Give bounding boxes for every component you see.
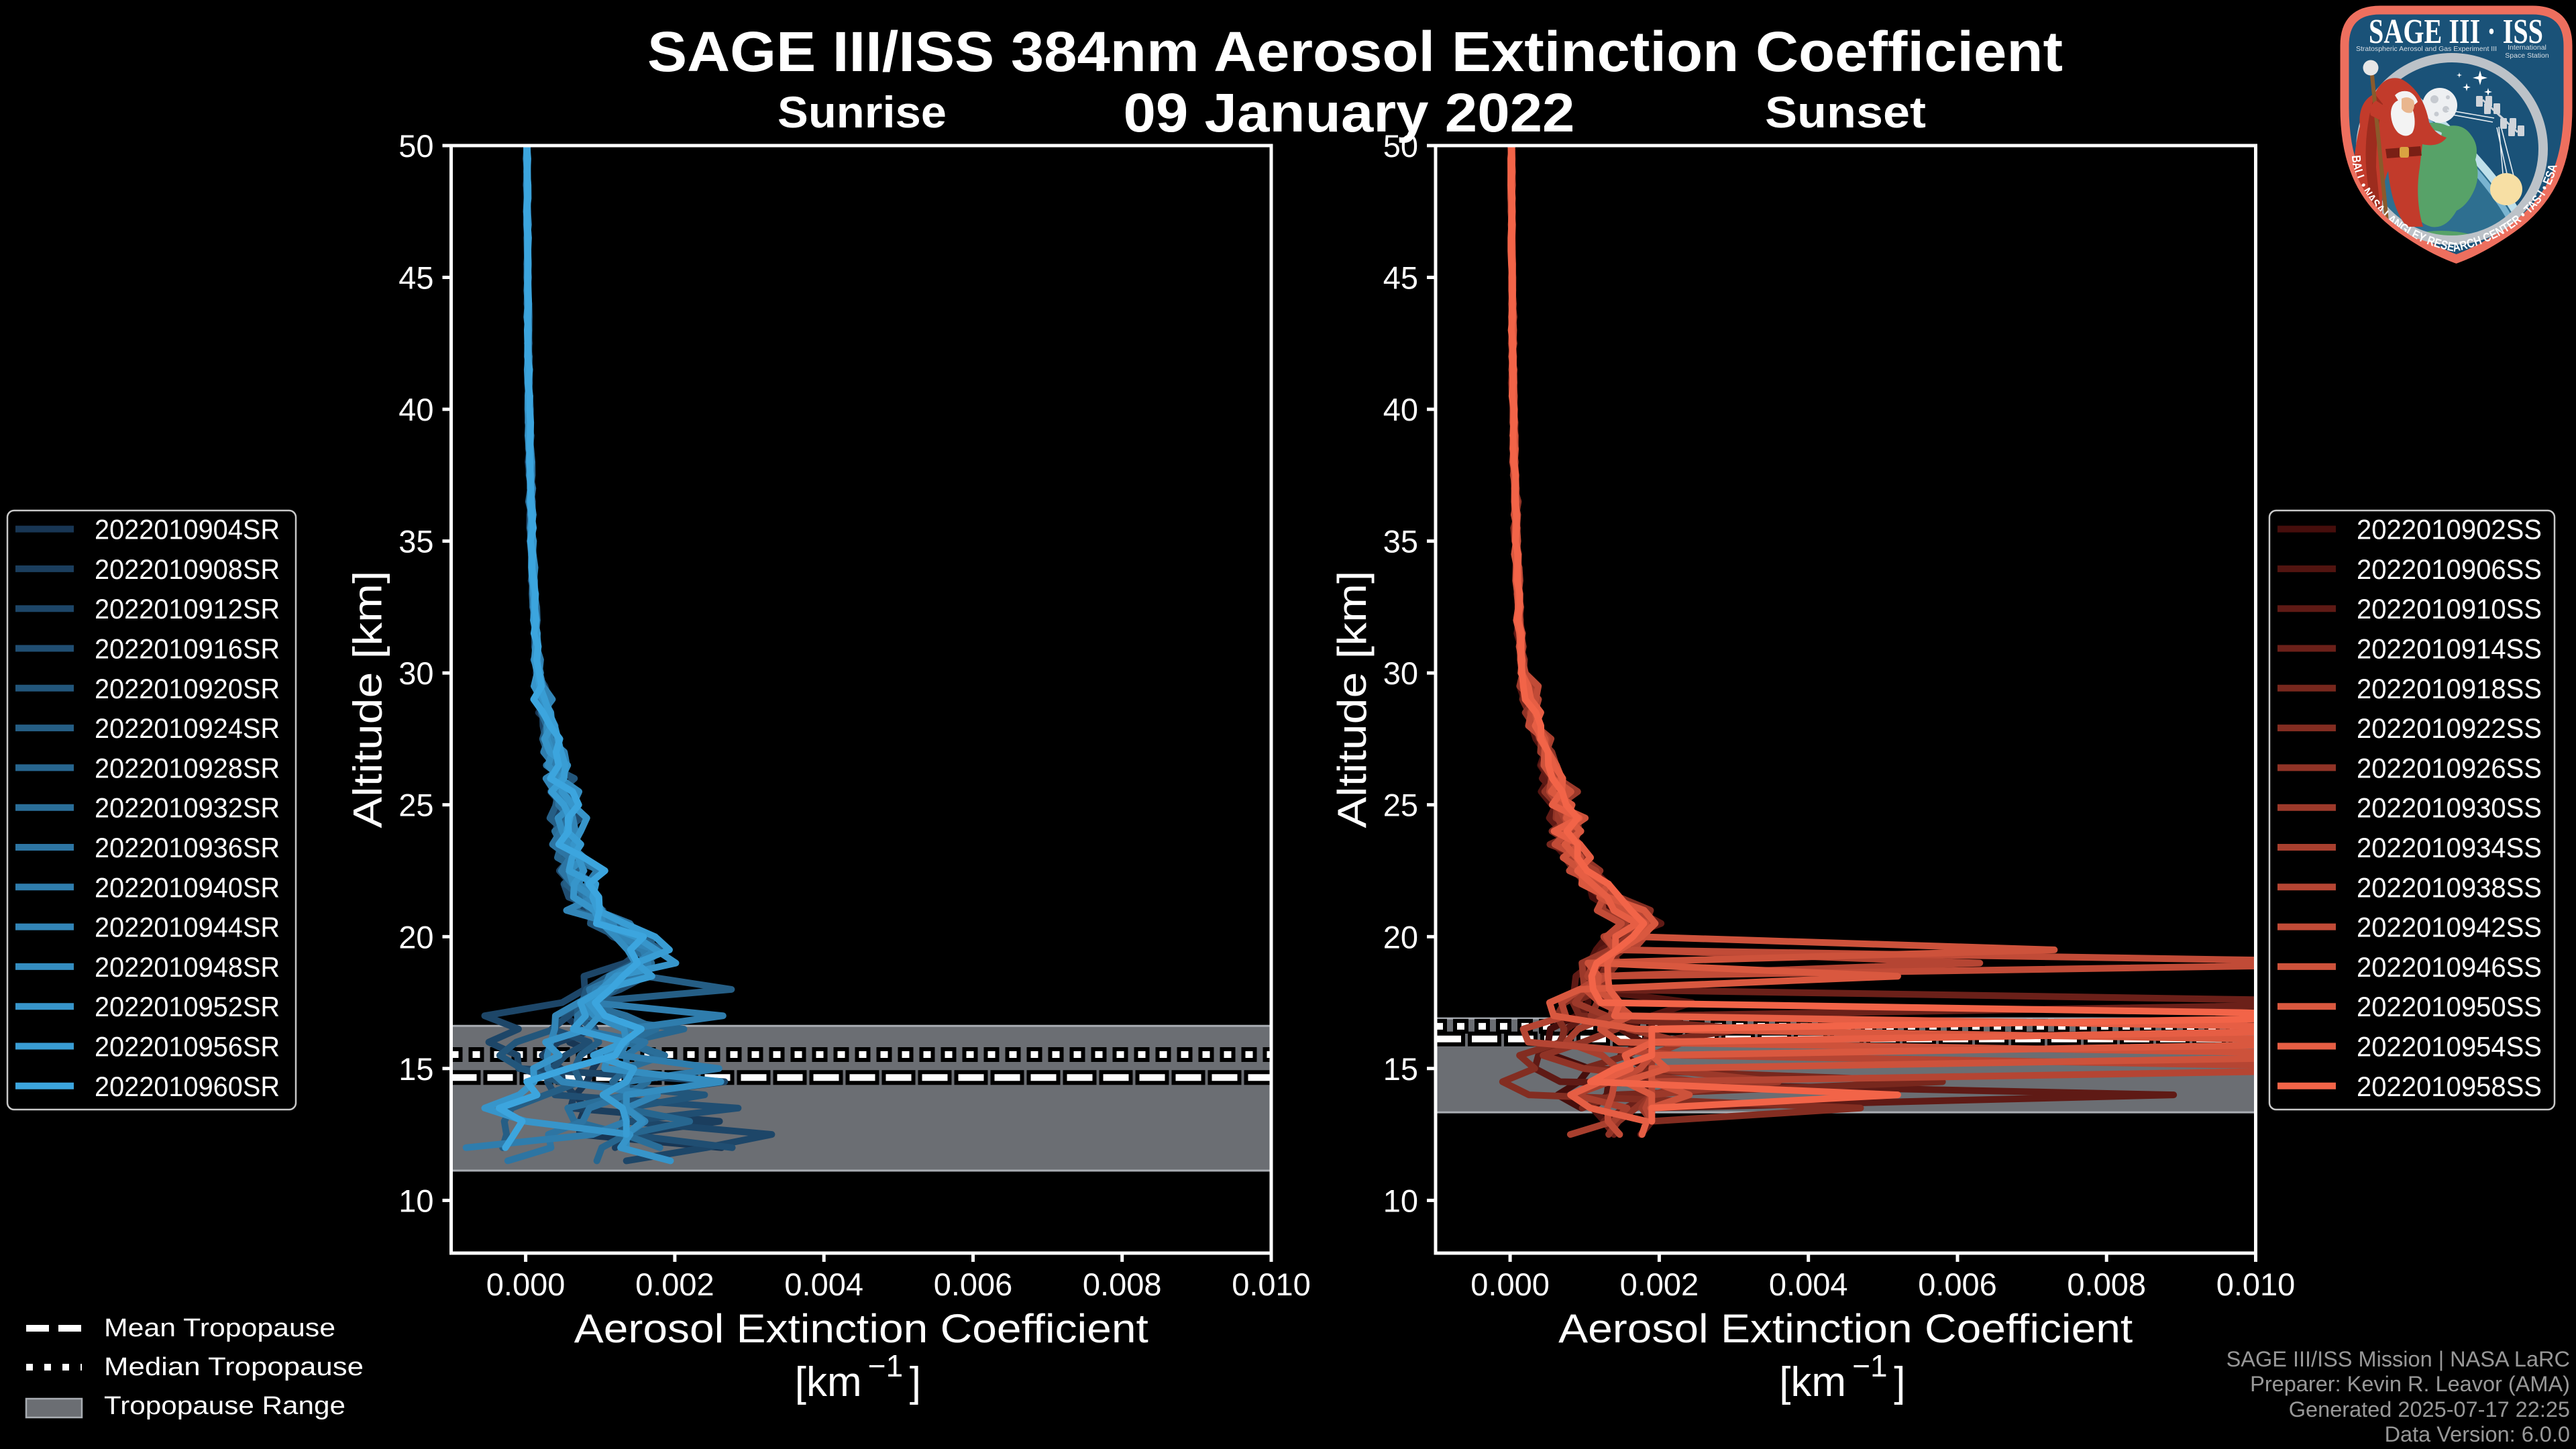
svg-text:2022010914SS: 2022010914SS: [2357, 633, 2542, 665]
svg-text:20: 20: [398, 919, 433, 955]
svg-text:0.000: 0.000: [486, 1267, 566, 1302]
svg-text:0.008: 0.008: [2067, 1267, 2146, 1302]
svg-text:2022010932SR: 2022010932SR: [95, 792, 280, 824]
svg-text:25: 25: [1383, 788, 1418, 823]
svg-text:30: 30: [1383, 655, 1418, 691]
svg-text:2022010920SR: 2022010920SR: [95, 673, 280, 704]
svg-text:Sunrise: Sunrise: [777, 87, 947, 137]
svg-text:Aerosol Extinction Coefficient: Aerosol Extinction Coefficient: [1558, 1306, 2133, 1351]
svg-text:2022010928SR: 2022010928SR: [95, 752, 280, 784]
svg-text:40: 40: [398, 392, 433, 427]
svg-text:10: 10: [398, 1183, 433, 1218]
svg-text:SAGE III/ISS Mission | NASA La: SAGE III/ISS Mission | NASA LaRC: [2226, 1347, 2570, 1371]
svg-text:2022010938SS: 2022010938SS: [2357, 871, 2542, 903]
svg-text:Tropopause Range: Tropopause Range: [104, 1392, 345, 1420]
svg-text:Sunset: Sunset: [1765, 87, 1926, 137]
svg-text:0.006: 0.006: [1918, 1267, 1997, 1302]
svg-text:0.010: 0.010: [1232, 1267, 1311, 1302]
svg-text:Aerosol Extinction Coefficient: Aerosol Extinction Coefficient: [574, 1306, 1148, 1351]
svg-text:2022010960SR: 2022010960SR: [95, 1071, 280, 1102]
svg-text:2022010926SS: 2022010926SS: [2357, 752, 2542, 784]
svg-text:40: 40: [1383, 392, 1418, 427]
svg-text:0.000: 0.000: [1470, 1267, 1550, 1302]
svg-text:−1: −1: [1852, 1348, 1887, 1383]
svg-text:2022010946SS: 2022010946SS: [2357, 951, 2542, 983]
svg-text:50: 50: [1383, 128, 1418, 164]
svg-text:0.006: 0.006: [934, 1267, 1013, 1302]
svg-text:2022010958SS: 2022010958SS: [2357, 1071, 2542, 1102]
svg-text:35: 35: [398, 524, 433, 559]
svg-text:2022010918SS: 2022010918SS: [2357, 673, 2542, 704]
svg-text:2022010950SS: 2022010950SS: [2357, 991, 2542, 1022]
svg-text:2022010936SR: 2022010936SR: [95, 832, 280, 863]
svg-text:2022010952SR: 2022010952SR: [95, 991, 280, 1022]
svg-text:45: 45: [1383, 260, 1418, 296]
svg-text:Generated 2025-07-17 22:25: Generated 2025-07-17 22:25: [2289, 1397, 2570, 1421]
svg-text:2022010902SS: 2022010902SS: [2357, 514, 2542, 545]
svg-text:2022010904SR: 2022010904SR: [95, 514, 280, 545]
svg-text:Altitude [km]: Altitude [km]: [1330, 571, 1375, 828]
svg-text:35: 35: [1383, 524, 1418, 559]
svg-text:SAGE III · ISS: SAGE III · ISS: [2369, 13, 2543, 51]
svg-text:Data Version: 6.0.0: Data Version: 6.0.0: [2385, 1422, 2570, 1446]
svg-text:2022010922SS: 2022010922SS: [2357, 712, 2542, 744]
svg-text:25: 25: [398, 788, 433, 823]
svg-text:45: 45: [398, 260, 433, 296]
svg-text:Mean Tropopause: Mean Tropopause: [104, 1314, 335, 1342]
svg-text:Median Tropopause: Median Tropopause: [104, 1353, 364, 1381]
svg-text:Stratospheric Aerosol and Gas: Stratospheric Aerosol and Gas Experiment…: [2356, 45, 2497, 53]
svg-text:30: 30: [398, 655, 433, 691]
svg-text:2022010934SS: 2022010934SS: [2357, 832, 2542, 863]
svg-text:09 January 2022: 09 January 2022: [1124, 83, 1575, 144]
svg-text:Space Station: Space Station: [2505, 52, 2549, 60]
svg-text:2022010930SS: 2022010930SS: [2357, 792, 2542, 824]
svg-text:0.004: 0.004: [1769, 1267, 1848, 1302]
svg-text:0.002: 0.002: [1620, 1267, 1699, 1302]
svg-text:2022010906SS: 2022010906SS: [2357, 553, 2542, 585]
svg-text:10: 10: [1383, 1183, 1418, 1218]
svg-text:2022010908SR: 2022010908SR: [95, 553, 280, 585]
svg-text:2022010948SR: 2022010948SR: [95, 951, 280, 983]
svg-text:Altitude [km]: Altitude [km]: [345, 571, 390, 828]
svg-text:0.008: 0.008: [1083, 1267, 1162, 1302]
svg-text:0.004: 0.004: [784, 1267, 863, 1302]
svg-text:2022010942SS: 2022010942SS: [2357, 912, 2542, 943]
svg-text:SAGE III/ISS 384nm Aerosol Ext: SAGE III/ISS 384nm Aerosol Extinction Co…: [647, 20, 2063, 83]
svg-text:0.010: 0.010: [2216, 1267, 2296, 1302]
svg-text:2022010944SR: 2022010944SR: [95, 912, 280, 943]
svg-text:15: 15: [1383, 1051, 1418, 1087]
svg-text:]: ]: [1894, 1359, 1905, 1405]
svg-text:Preparer: Kevin R. Leavor (AMA: Preparer: Kevin R. Leavor (AMA): [2250, 1372, 2570, 1396]
svg-text:0.002: 0.002: [635, 1267, 714, 1302]
svg-text:]: ]: [910, 1359, 921, 1405]
svg-text:2022010916SR: 2022010916SR: [95, 633, 280, 665]
svg-text:[km: [km: [1779, 1359, 1846, 1405]
svg-text:20: 20: [1383, 919, 1418, 955]
svg-text:2022010910SS: 2022010910SS: [2357, 593, 2542, 625]
svg-text:International: International: [2508, 44, 2546, 52]
svg-text:2022010940SR: 2022010940SR: [95, 871, 280, 903]
svg-text:−1: −1: [868, 1348, 903, 1383]
svg-text:2022010954SS: 2022010954SS: [2357, 1031, 2542, 1063]
svg-text:2022010924SR: 2022010924SR: [95, 712, 280, 744]
svg-text:2022010956SR: 2022010956SR: [95, 1031, 280, 1063]
svg-text:50: 50: [398, 128, 433, 164]
svg-text:15: 15: [398, 1051, 433, 1087]
svg-text:2022010912SR: 2022010912SR: [95, 593, 280, 625]
svg-text:[km: [km: [795, 1359, 862, 1405]
